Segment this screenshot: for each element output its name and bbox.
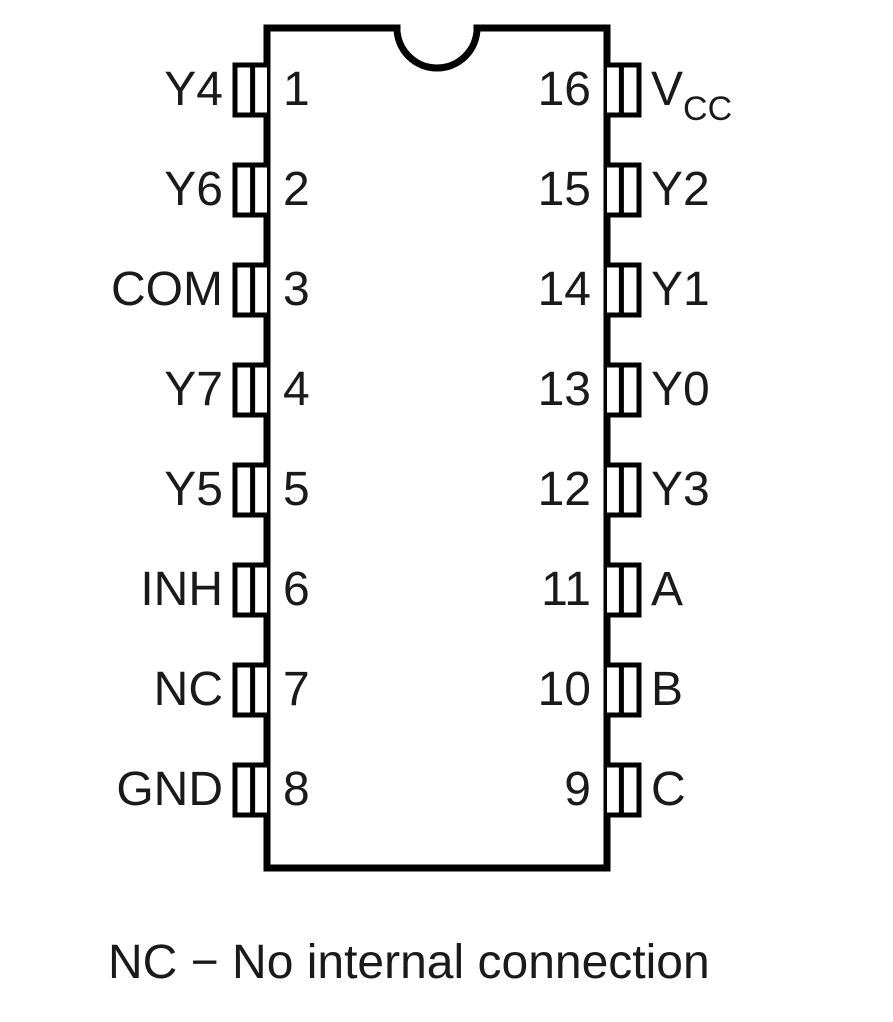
pin-label-main: V [651,63,683,116]
pin-number-8: 8 [283,762,310,817]
pin-number-11: 11 [541,562,591,617]
chip-body [267,28,607,868]
chip-pin [235,365,267,415]
pin-number-10: 10 [538,662,591,717]
pin-label-right-11: A [651,562,683,617]
pin-label-right-13: Y0 [651,362,710,417]
chip-pin [607,665,639,715]
pin-label-sub: CC [683,90,732,128]
pin-label-right-14: Y1 [651,262,710,317]
chip-pin [235,65,267,115]
pin-number-5: 5 [283,462,310,517]
chip-pin [235,465,267,515]
pin-number-6: 6 [283,562,310,617]
pin-number-7: 7 [283,662,310,717]
pin-number-16: 16 [538,62,591,117]
pin-label-left-5: Y5 [164,462,223,517]
chip-pin [607,365,639,415]
pin-number-14: 14 [538,262,591,317]
pin-label-right-16: VCC [651,62,732,125]
pin-label-left-4: Y7 [164,362,223,417]
chip-pin [607,165,639,215]
chip-pin [235,265,267,315]
pin-label-left-6: INH [140,562,223,617]
pin-label-left-8: GND [116,762,223,817]
pin-label-right-10: B [651,662,683,717]
pin-number-15: 15 [538,162,591,217]
chip-pin [607,565,639,615]
chip-pin [235,765,267,815]
pin-label-right-12: Y3 [651,462,710,517]
chip-pin [235,165,267,215]
pin-number-3: 3 [283,262,310,317]
chip-pin [607,65,639,115]
pin-label-right-9: C [651,762,686,817]
pin-label-left-3: COM [111,262,223,317]
chip-pin [235,665,267,715]
pin-number-4: 4 [283,362,310,417]
chip-pin [607,765,639,815]
pin-label-left-7: NC [154,662,223,717]
pin-number-1: 1 [283,62,310,117]
chip-pin [607,265,639,315]
pin-label-left-2: Y6 [164,162,223,217]
pin-label-left-1: Y4 [164,62,223,117]
pin-number-12: 12 [538,462,591,517]
pin-number-13: 13 [538,362,591,417]
footnote-text: NC − No internal connection [108,935,710,990]
chip-pin [607,465,639,515]
pin-number-9: 9 [564,762,591,817]
pin-number-2: 2 [283,162,310,217]
pin-label-right-15: Y2 [651,162,710,217]
chip-pin [235,565,267,615]
